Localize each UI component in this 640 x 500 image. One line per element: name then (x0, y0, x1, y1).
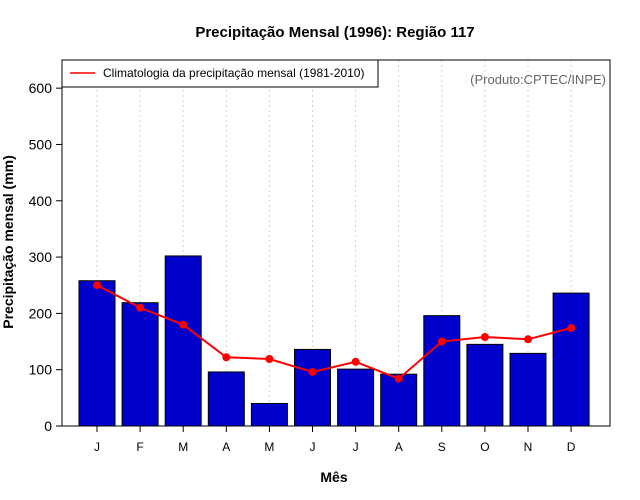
climatology-point (93, 281, 101, 290)
x-tick-label: M (264, 440, 274, 454)
climatology-point (394, 374, 403, 383)
x-tick-label: J (353, 440, 359, 454)
legend-label: Climatologia da precipitação mensal (198… (103, 66, 364, 80)
legend: Climatologia da precipitação mensal (198… (61, 59, 379, 88)
x-axis-title: Mês (320, 469, 347, 485)
y-tick-label: 400 (29, 193, 53, 209)
x-tick-label: N (524, 440, 533, 454)
bar (78, 280, 116, 427)
climatology-line (96, 284, 572, 380)
x-tick-label: A (222, 440, 230, 454)
bar (552, 292, 590, 427)
y-tick-label: 300 (29, 249, 53, 265)
bar-series (78, 255, 590, 427)
bar (337, 368, 375, 427)
y-tick-label: 0 (44, 418, 52, 434)
y-tick-label: 500 (29, 136, 53, 152)
x-tick-label: J (310, 440, 316, 454)
chart-title: Precipitação Mensal (1996): Região 117 (195, 24, 474, 41)
x-tick-label: J (94, 440, 100, 454)
bar (121, 302, 159, 427)
climatology-point (136, 303, 145, 312)
y-axis-title: Precipitação mensal (mm) (0, 155, 16, 329)
climatology-series (93, 281, 576, 383)
source-note: (Produto:CPTEC/INPE) (470, 72, 606, 87)
climatology-point (308, 367, 317, 376)
legend-box (61, 59, 379, 88)
bar (164, 255, 202, 427)
x-tick-label: A (395, 440, 403, 454)
x-tick-label: F (136, 440, 143, 454)
climatology-point (437, 337, 446, 346)
x-tick-label: D (567, 440, 576, 454)
climatology-point (524, 335, 532, 344)
bar (250, 402, 288, 427)
climatology-point (480, 333, 489, 342)
climatology-point (567, 324, 576, 333)
climatology-point (179, 320, 188, 329)
y-tick-label: 600 (29, 80, 53, 96)
bar (380, 373, 418, 427)
axes: 0 100 200 300 400 500 600 J F M A M J J A S O N D (29, 80, 576, 454)
bar (294, 348, 331, 427)
climatology-point (265, 354, 274, 363)
bar (509, 352, 547, 427)
bar (207, 371, 245, 427)
y-tick-label: 200 (29, 305, 53, 321)
bar (423, 315, 461, 427)
x-tick-label: S (438, 440, 446, 454)
y-tick-label: 100 (29, 362, 53, 378)
climatology-point (222, 353, 231, 362)
x-tick-label: O (480, 440, 489, 454)
bar (466, 343, 504, 427)
climatology-point (351, 357, 360, 366)
x-tick-label: M (178, 440, 188, 454)
